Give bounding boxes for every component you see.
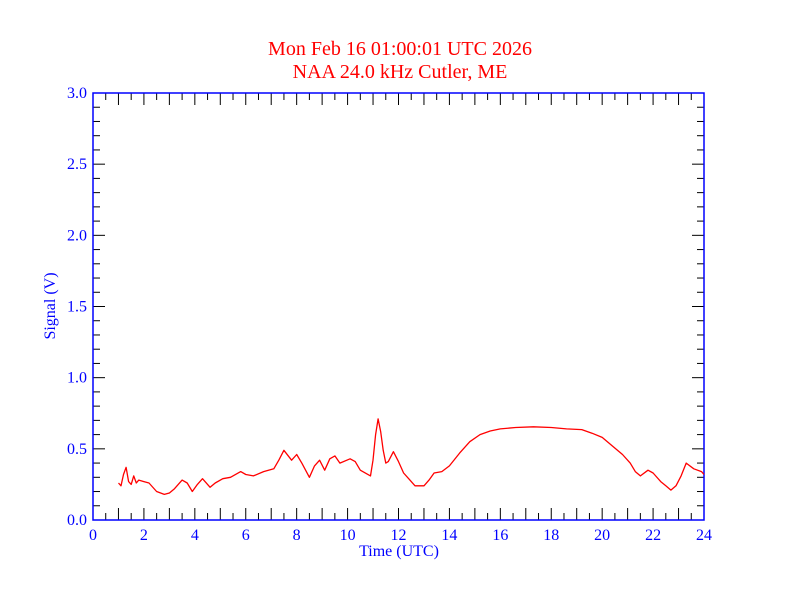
y-axis-label: Signal (V) — [42, 272, 59, 339]
x-tick-label: 24 — [696, 527, 712, 544]
x-tick-label: 0 — [89, 527, 97, 544]
x-tick-label: 22 — [645, 527, 661, 544]
x-tick-label: 20 — [594, 527, 610, 544]
x-tick-label: 8 — [293, 527, 301, 544]
y-tick-label: 1.0 — [67, 370, 87, 387]
x-axis-label: Time (UTC) — [359, 543, 439, 560]
chart-subtitle: NAA 24.0 kHz Cutler, ME — [293, 61, 508, 83]
chart-title: Mon Feb 16 01:00:01 UTC 2026 — [268, 38, 532, 60]
x-tick-label: 4 — [191, 527, 199, 544]
y-tick-label: 1.5 — [67, 299, 87, 316]
x-tick-label: 12 — [391, 527, 407, 544]
y-tick-label: 0.5 — [67, 441, 87, 458]
x-tick-label: 10 — [340, 527, 356, 544]
y-tick-label: 3.0 — [67, 85, 87, 102]
x-tick-label: 18 — [543, 527, 559, 544]
signal-line — [118, 418, 705, 496]
tick-labels: 0 2 4 6 8 10 12 14 16 18 20 22 240.00.51.01.52.02.53… — [67, 85, 712, 544]
x-tick-label: 16 — [492, 527, 508, 544]
axis-ticks — [92, 92, 705, 521]
x-tick-label: 2 — [140, 527, 148, 544]
x-tick-label: 14 — [441, 527, 457, 544]
y-tick-label: 2.0 — [67, 227, 87, 244]
series-group — [118, 418, 705, 496]
plot-frame — [92, 92, 705, 521]
x-tick-label: 6 — [242, 527, 250, 544]
plot-border — [92, 92, 705, 521]
y-tick-label: 0.0 — [67, 512, 87, 529]
y-tick-label: 2.5 — [67, 156, 87, 173]
